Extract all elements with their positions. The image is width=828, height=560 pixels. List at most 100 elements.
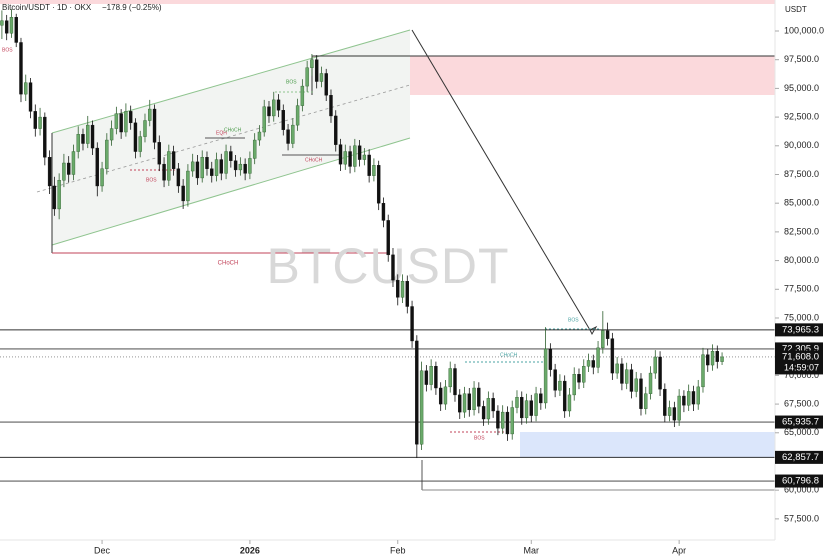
level-label: 65,935.7 [782,417,819,428]
candle-body [529,400,533,416]
candle-body [252,139,257,159]
candle-body [696,386,700,405]
candle-body [47,157,52,187]
candle-body [38,116,42,129]
candle-body [119,113,123,133]
candle-body [701,354,705,388]
y-tick-label: 87,500.0 [784,169,819,179]
candle-body [272,99,276,117]
candle-body [353,145,357,167]
level-label-box [775,450,823,464]
demand-zone [520,432,775,458]
projection-line [411,29,591,331]
level-label-box [775,474,823,488]
candle-body [4,20,9,34]
countdown: 14:59:07 [784,362,819,372]
y-tick-label: 57,500.0 [784,513,819,523]
candle-body [43,116,47,158]
candle-body [186,170,190,202]
candle-body [248,158,252,174]
candle-body [682,395,686,406]
channel-upper [51,29,411,134]
candle-body [195,161,200,179]
candle-body [691,391,696,405]
candle-body [491,398,495,412]
candle-body [28,82,33,112]
candle-body [591,360,595,368]
candle-body [238,163,243,171]
y-tick-label: 70,000.0 [784,370,819,380]
candle-body [481,406,486,420]
candle-body [553,369,557,391]
candle-body [667,407,672,416]
candle-body [720,356,724,362]
supply-zone-top [0,0,775,4]
y-tick-label: 95,000.0 [784,83,819,93]
candle-body [639,378,643,409]
candle-body [133,122,138,152]
candle-body [76,134,80,152]
candle-body [219,159,223,174]
y-tick-label: 82,500.0 [784,226,819,236]
candle-body [162,163,166,181]
candle-body [510,407,514,435]
candle-body [586,360,591,367]
annotation: BOS [2,47,13,53]
candle-body [543,348,548,404]
candle-body [405,281,409,307]
candle-body [505,411,510,435]
candle-body [496,410,500,429]
candle-body [86,124,90,144]
levels [0,329,775,482]
candle-body [362,154,367,160]
y-tick-label: 77,500.0 [784,284,819,294]
candle-body [520,396,524,419]
candle-body [24,82,28,95]
candle-body [348,151,352,167]
candle-body [376,165,381,204]
candle-body [314,59,319,82]
level-label-box [775,415,823,429]
candle-body [620,363,624,384]
candle-body [114,113,119,129]
candle-body [205,157,209,169]
y-tick-label: 80,000.0 [784,255,819,265]
candle-body [715,351,719,362]
candle-body [615,363,619,374]
candle-body [128,111,133,124]
candle-body [410,306,414,342]
candle-body [396,279,400,298]
candle-body [100,168,104,187]
y-tick-label: 75,000.0 [784,312,819,322]
candle-body [562,380,567,412]
y-tick-label: 97,500.0 [784,54,819,64]
candle-body [9,17,14,34]
candle-body [448,368,452,388]
candle-body [605,330,610,339]
candle-body [124,111,128,133]
candle-body [167,151,171,181]
x-tick-label: Mar [524,545,540,555]
candle-body [653,356,657,374]
candles [0,9,724,459]
candle-body [52,185,57,210]
level-label: 72,305.9 [782,343,819,354]
candle-body [319,73,324,82]
candle-body [367,154,371,176]
y-tick-label: 67,500.0 [784,398,819,408]
candle-body [572,374,576,396]
candle-body [19,42,23,95]
candle-body [624,369,629,384]
candle-body [400,281,405,298]
candle-body [419,370,424,445]
candle-body [438,387,443,405]
candle-body [415,340,419,445]
candle-body [181,185,185,202]
price-change: −178.9 (−0.25%) [102,3,162,12]
currency: USDT [785,5,807,14]
candle-body [434,365,438,389]
candle-body [372,165,376,176]
candle-body [357,145,362,160]
